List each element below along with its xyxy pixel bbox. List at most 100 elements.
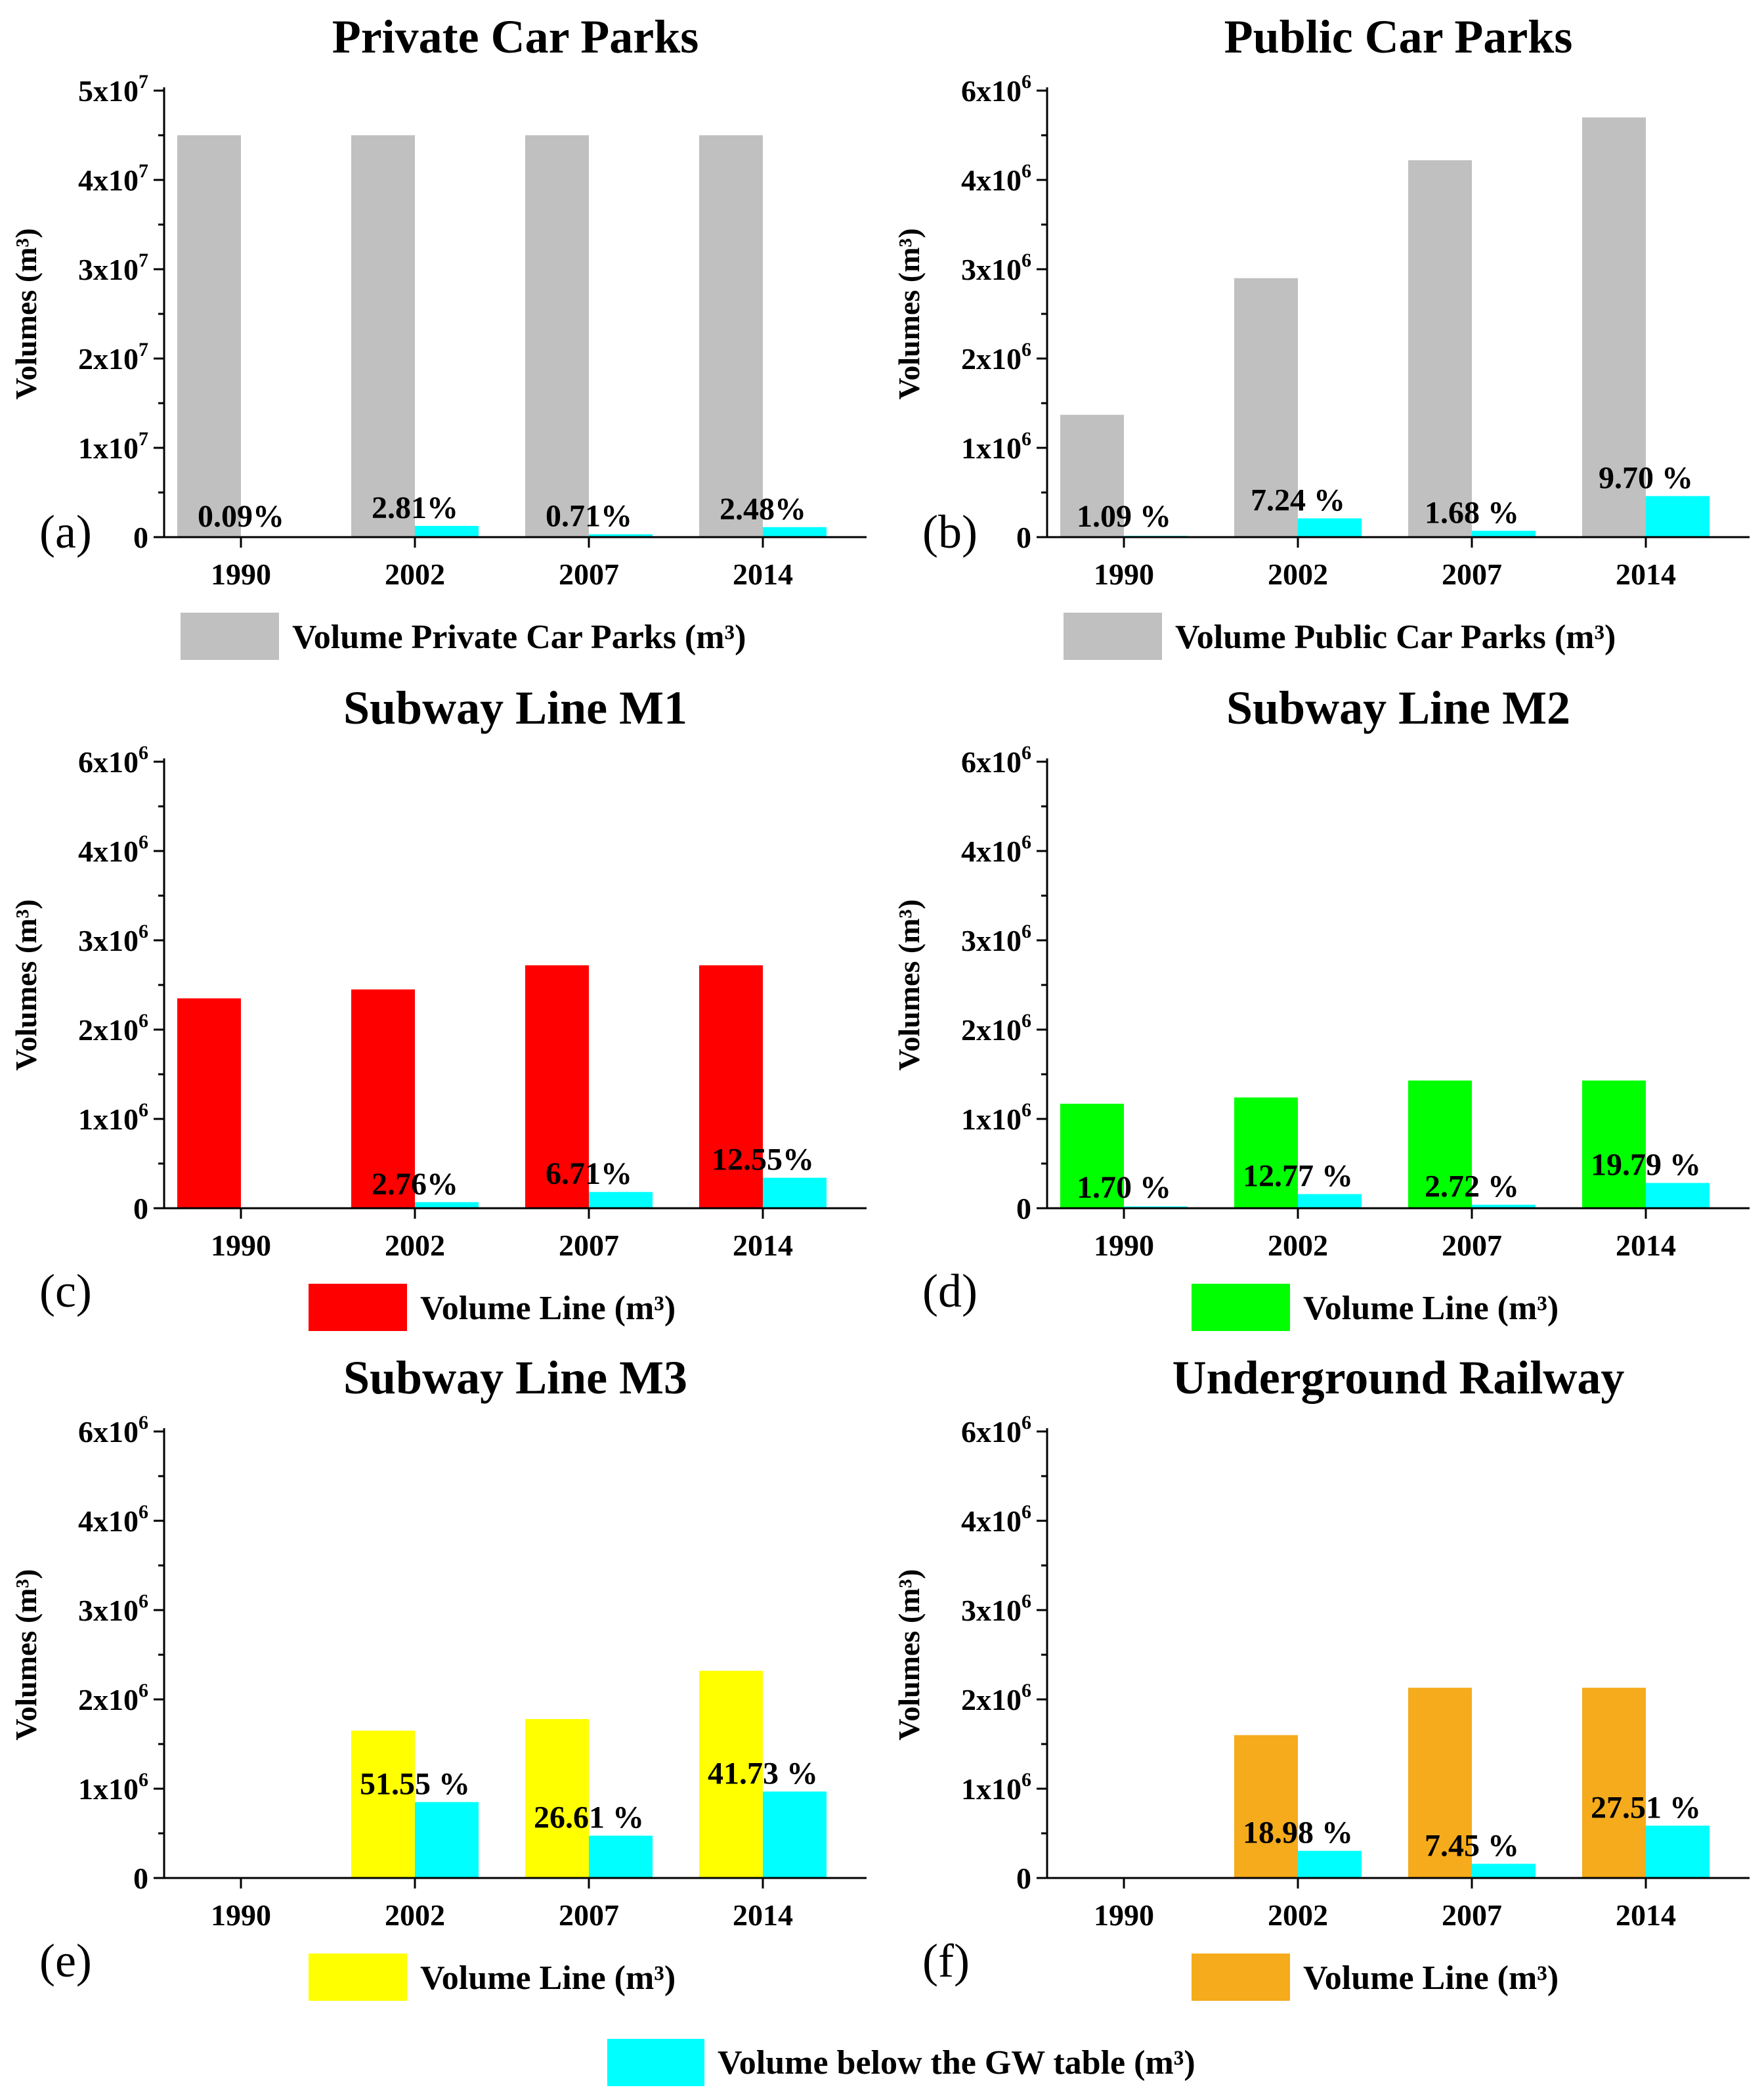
bar-gw-2007	[589, 534, 653, 537]
y-tick-mantissa: 4x10	[961, 164, 1022, 197]
y-tick-exponent: 6	[1022, 1412, 1031, 1433]
x-tick-label-1990: 1990	[211, 557, 271, 591]
x-tick-label-2014: 2014	[733, 1229, 793, 1262]
percent-label-1990: 1.09 %	[1077, 499, 1171, 534]
y-tick-exponent: 6	[1022, 1769, 1031, 1791]
x-tick-label-2014: 2014	[1616, 1898, 1676, 1932]
percent-label-1990: 1.70 %	[1077, 1170, 1171, 1205]
x-tick-label-2007: 2007	[1442, 557, 1502, 591]
percent-label-2014: 9.70 %	[1599, 460, 1693, 495]
percent-label-2002: 7.24 %	[1251, 483, 1345, 517]
bar-volume-2002	[1234, 1097, 1298, 1208]
bar-volume-2014	[1582, 1080, 1646, 1208]
y-tick-mantissa: 6x10	[961, 74, 1022, 108]
y-tick-exponent: 6	[139, 1680, 148, 1701]
y-tick-label: 2x106	[78, 1010, 148, 1047]
y-tick-mantissa: 4x10	[78, 1504, 139, 1538]
y-tick-exponent: 6	[139, 1769, 148, 1791]
percent-label-2014: 27.51 %	[1591, 1790, 1701, 1825]
panel-letter: (f)	[922, 1934, 970, 1987]
legend-label-gw-table: Volume below the GW table (m³)	[718, 2044, 1195, 2082]
legend-swatch	[309, 1954, 407, 2001]
y-tick-label: 4x107	[78, 160, 148, 197]
y-tick-label: 6x106	[961, 742, 1031, 779]
y-tick-mantissa: 1x10	[961, 1103, 1022, 1136]
y-tick-label: 4x106	[961, 1501, 1031, 1538]
y-tick-mantissa: 3x10	[78, 253, 139, 286]
y-tick-exponent: 6	[1022, 1590, 1031, 1612]
x-tick-label-2002: 2002	[1268, 557, 1328, 591]
bar-volume-2002	[351, 1730, 415, 1878]
panel-4: Subway Line M2 Volumes (m³) 1.70 % 1990 12.7…	[892, 682, 1750, 1331]
y-tick-mantissa: 0	[1016, 1192, 1031, 1225]
y-tick-mantissa: 1x10	[78, 431, 139, 465]
percent-label-2014: 12.55%	[712, 1143, 814, 1177]
x-tick-label-2002: 2002	[385, 1898, 445, 1932]
y-tick-exponent: 6	[139, 921, 148, 942]
bar-gw-2002	[1298, 1194, 1362, 1208]
percent-label-2007: 7.45 %	[1425, 1828, 1519, 1863]
bar-volume-2002	[1234, 278, 1298, 537]
x-tick-label-2014: 2014	[1616, 1229, 1676, 1262]
panel-1: Private Car Parks Volumes (m³) 0.09% 1990 2.…	[9, 11, 867, 660]
panel-2: Public Car Parks Volumes (m³) 1.09 % 1990 7.…	[892, 11, 1750, 660]
bar-volume-2014	[699, 1670, 763, 1878]
percent-label-2007: 1.68 %	[1425, 495, 1519, 530]
shared-legend: Volume below the GW table (m³)	[607, 2039, 1195, 2086]
bar-volume-2007	[1408, 1080, 1472, 1208]
y-axis-label: Volumes (m³)	[892, 228, 926, 399]
y-tick-exponent: 7	[139, 250, 148, 271]
y-tick-label: 1x106	[961, 1769, 1031, 1806]
y-tick-label: 6x106	[78, 742, 148, 779]
y-tick-label: 0	[1016, 1862, 1031, 1895]
percent-label-2002: 2.81%	[372, 491, 458, 525]
y-tick-label: 1x106	[961, 428, 1031, 465]
panel-letter: (d)	[922, 1265, 978, 1317]
y-tick-mantissa: 2x10	[78, 1683, 139, 1716]
legend-swatch	[1064, 613, 1162, 660]
y-tick-mantissa: 0	[133, 521, 148, 554]
y-tick-mantissa: 6x10	[961, 1415, 1022, 1449]
y-tick-mantissa: 0	[133, 1862, 148, 1895]
y-tick-label: 3x106	[961, 1590, 1031, 1627]
bar-volume-2014	[1582, 1688, 1646, 1878]
y-tick-mantissa: 4x10	[78, 164, 139, 197]
x-tick-label-1990: 1990	[1094, 1898, 1154, 1932]
bar-volume-2007	[525, 135, 589, 537]
bar-gw-2007	[589, 1192, 653, 1208]
y-tick-mantissa: 2x10	[961, 1013, 1022, 1047]
bar-volume-2014	[1582, 117, 1646, 538]
bar-volume-2002	[1234, 1735, 1298, 1878]
y-tick-mantissa: 0	[133, 1192, 148, 1225]
y-tick-mantissa: 2x10	[961, 342, 1022, 376]
y-tick-label: 1x106	[78, 1769, 148, 1806]
x-tick-label-2002: 2002	[1268, 1898, 1328, 1932]
y-tick-label: 3x106	[961, 921, 1031, 957]
panel-6: Underground Railway Volumes (m³) 1990 18.98…	[892, 1351, 1750, 2001]
y-tick-exponent: 7	[139, 71, 148, 93]
y-tick-label: 6x106	[78, 1412, 148, 1449]
chart-title: Private Car Parks	[332, 11, 699, 63]
bar-gw-2014	[763, 527, 827, 537]
x-tick-label-2007: 2007	[1442, 1898, 1502, 1932]
y-tick-label: 1x106	[78, 1099, 148, 1136]
bar-gw-2007	[1472, 531, 1536, 537]
y-tick-label: 5x107	[78, 71, 148, 108]
x-tick-label-1990: 1990	[211, 1229, 271, 1262]
y-tick-mantissa: 6x10	[78, 1415, 139, 1449]
y-tick-exponent: 6	[1022, 831, 1031, 853]
y-axis-label: Volumes (m³)	[9, 899, 43, 1070]
y-tick-mantissa: 3x10	[961, 253, 1022, 286]
y-tick-label: 0	[133, 1862, 148, 1895]
y-tick-mantissa: 6x10	[78, 745, 139, 779]
y-tick-exponent: 6	[1022, 921, 1031, 942]
y-tick-exponent: 6	[1022, 71, 1031, 93]
bar-volume-2007	[525, 1718, 589, 1878]
y-tick-label: 6x106	[961, 1412, 1031, 1449]
x-tick-label-2002: 2002	[1268, 1229, 1328, 1262]
y-tick-label: 4x106	[78, 1501, 148, 1538]
x-tick-label-2002: 2002	[385, 1229, 445, 1262]
y-tick-label: 0	[1016, 521, 1031, 554]
chart-title: Subway Line M2	[1226, 682, 1570, 734]
legend-swatch	[309, 1284, 407, 1331]
